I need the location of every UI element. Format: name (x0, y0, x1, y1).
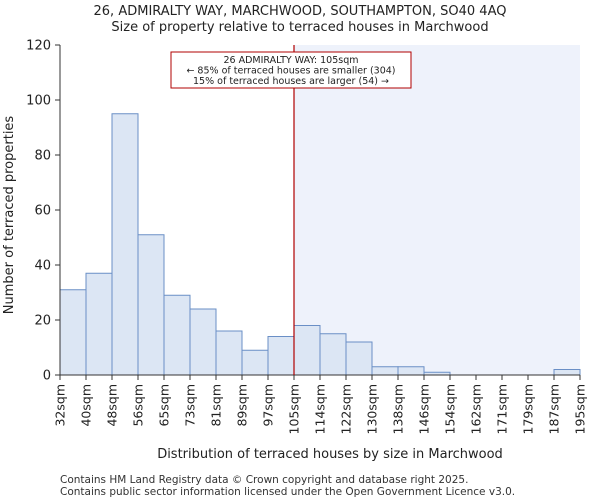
x-tick-label: 81sqm (209, 384, 224, 427)
bar-187sqm (553, 369, 581, 376)
y-tick-label: 40 (34, 259, 51, 274)
y-axis-title: Number of terraced properties (2, 116, 17, 315)
x-tick-label: 195sqm (573, 384, 588, 434)
x-tick-label: 97sqm (261, 384, 276, 427)
footer-licence: Contains public sector information licen… (60, 486, 516, 498)
y-tick-label: 60 (34, 204, 51, 219)
bar-40sqm (85, 272, 113, 376)
x-tick-label: 146sqm (417, 384, 432, 434)
y-tick-label: 20 (34, 314, 51, 329)
x-tick-label: 40sqm (79, 384, 94, 427)
bar-56sqm (137, 234, 165, 376)
x-axis-title: Distribution of terraced houses by size … (157, 447, 503, 462)
chart-title-address: 26, ADMIRALTY WAY, MARCHWOOD, SOUTHAMPTO… (93, 4, 507, 19)
x-tick-label: 105sqm (287, 384, 302, 434)
bar-89sqm (241, 349, 269, 376)
x-tick-label: 122sqm (339, 384, 354, 434)
x-tick-label: 65sqm (157, 384, 172, 427)
bar-122sqm (345, 341, 373, 376)
bar-105sqm (293, 325, 321, 376)
y-tick-label: 80 (34, 149, 51, 164)
x-tick-label: 162sqm (469, 384, 484, 434)
footer-copyright: Contains HM Land Registry data © Crown c… (60, 474, 469, 486)
annotation-line-1: 26 ADMIRALTY WAY: 105sqm (223, 55, 358, 66)
annotation-box (170, 51, 412, 89)
bar-73sqm (189, 308, 217, 376)
x-tick-label: 114sqm (313, 384, 328, 434)
bar-48sqm (111, 113, 139, 376)
x-tick-label: 56sqm (131, 384, 146, 427)
x-tick-label: 48sqm (105, 384, 120, 427)
x-tick-label: 89sqm (235, 384, 250, 427)
bar-130sqm (371, 366, 399, 376)
bar-138sqm (397, 366, 425, 376)
x-tick-label: 187sqm (547, 384, 562, 434)
annotation-line-3: 15% of terraced houses are larger (54) → (193, 76, 389, 87)
bar-114sqm (319, 333, 347, 376)
x-tick-label: 73sqm (183, 384, 198, 427)
y-tick-label: 100 (26, 94, 51, 109)
y-tick-label: 120 (26, 39, 51, 54)
bar-81sqm (215, 330, 243, 376)
x-tick-label: 32sqm (53, 384, 68, 427)
larger-region-shade (294, 45, 580, 375)
x-tick-label: 171sqm (495, 384, 510, 434)
chart-title: Size of property relative to terraced ho… (111, 20, 489, 35)
x-tick-label: 130sqm (365, 384, 380, 434)
bar-65sqm (163, 294, 191, 376)
annotation-line-2: ← 85% of terraced houses are smaller (30… (186, 66, 395, 77)
bar-32sqm (59, 289, 87, 376)
y-tick-label: 0 (43, 369, 51, 384)
x-tick-label: 154sqm (443, 384, 458, 434)
x-tick-label: 179sqm (521, 384, 536, 434)
bar-97sqm (267, 336, 295, 376)
x-tick-label: 138sqm (391, 384, 406, 434)
